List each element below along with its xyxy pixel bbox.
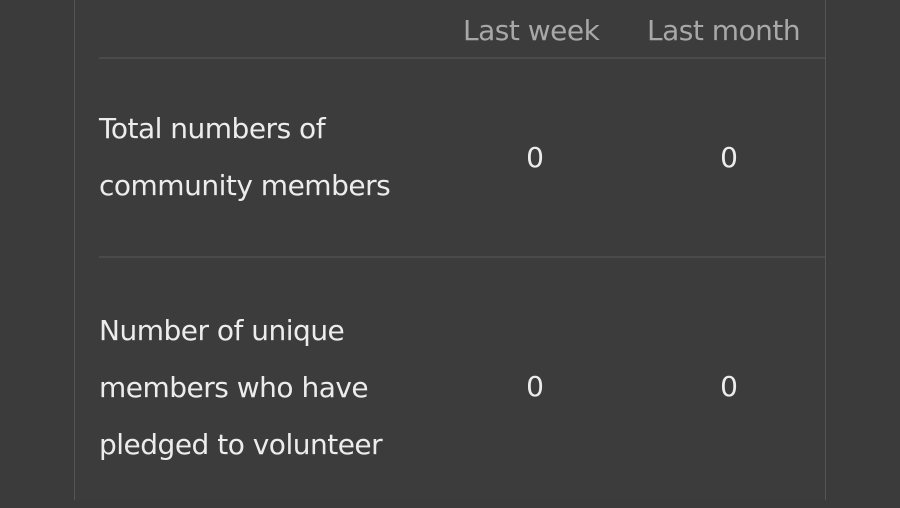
table-row: Number of unique members who have pledge…: [99, 258, 825, 508]
row-label-line: Total numbers of: [99, 112, 326, 145]
row-label: Total numbers of community members: [99, 100, 391, 214]
column-header-last-week: Last week: [463, 14, 600, 47]
row-label-line: members who have: [99, 371, 369, 404]
value-last-month: 0: [720, 370, 738, 403]
row-label-line: community members: [99, 169, 391, 202]
table-row: Total numbers of community members 0 0: [99, 59, 825, 258]
value-last-month: 0: [720, 141, 738, 174]
row-label-line: Number of unique: [99, 314, 345, 347]
table-header: Last week Last month: [99, 0, 825, 59]
row-label-line: pledged to volunteer: [99, 428, 383, 461]
row-label: Number of unique members who have pledge…: [99, 302, 383, 473]
stats-panel: Last week Last month Total numbers of co…: [74, 0, 826, 500]
column-header-last-month: Last month: [647, 14, 801, 47]
value-last-week: 0: [526, 370, 544, 403]
value-last-week: 0: [526, 141, 544, 174]
